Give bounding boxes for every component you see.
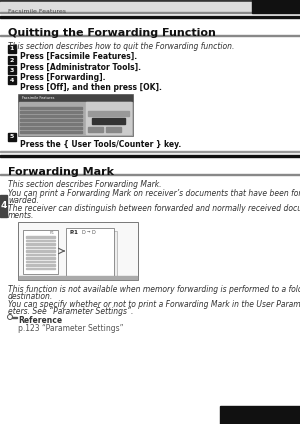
Bar (0, 2, 300, 12)
Bar (106, 127, 121, 132)
Text: Facsimile Features: Facsimile Features (22, 96, 55, 100)
Text: warded.: warded. (8, 196, 39, 205)
Bar (220, 406, 300, 424)
Bar (8, 66, 16, 74)
Text: This section describes how to quit the Forwarding function.: This section describes how to quit the F… (8, 42, 234, 51)
Bar (26, 268, 55, 269)
Bar (19, 95, 132, 102)
Bar (88, 127, 103, 132)
Text: 3: 3 (10, 67, 14, 73)
Text: 5: 5 (10, 134, 14, 139)
Bar (20, 114, 82, 117)
Bar (26, 236, 55, 237)
Bar (8, 133, 16, 141)
Text: Press [Forwarding].: Press [Forwarding]. (20, 73, 106, 82)
Text: P.1: P.1 (50, 231, 55, 235)
Bar (18, 222, 138, 280)
Bar (20, 118, 82, 121)
Bar (86, 102, 131, 134)
Text: 4: 4 (0, 201, 7, 210)
Text: Facsimile Features: Facsimile Features (8, 9, 66, 14)
Bar (0, 195, 7, 217)
Text: 1: 1 (10, 47, 14, 51)
Bar (69, 231, 117, 279)
Bar (0, 174, 300, 175)
Text: ...: ... (4, 418, 11, 424)
Text: 2: 2 (10, 58, 14, 62)
Bar (0, 16, 300, 18)
Text: You can print a Forwarding Mark on receiver’s documents that have been for-: You can print a Forwarding Mark on recei… (8, 189, 300, 198)
Text: ments.: ments. (8, 211, 34, 220)
Bar (19, 102, 132, 135)
Text: This function is not available when memory forwarding is performed to a folder: This function is not available when memo… (8, 285, 300, 294)
Bar (92, 118, 125, 124)
Bar (0, 151, 300, 152)
Text: The receiver can distinguish between forwarded and normally received docu-: The receiver can distinguish between for… (8, 204, 300, 213)
Bar (20, 111, 82, 113)
Text: D: D (82, 230, 86, 235)
Text: Press the { User Tools/Counter } key.: Press the { User Tools/Counter } key. (20, 140, 181, 149)
Text: Press [Facsimile Features].: Press [Facsimile Features]. (20, 52, 137, 61)
Bar (20, 106, 82, 109)
Bar (19, 276, 137, 279)
Bar (66, 228, 114, 276)
Bar (26, 240, 55, 241)
Bar (8, 76, 16, 84)
Bar (0, 35, 300, 36)
Bar (0, 12, 300, 13)
Text: This section describes Forwarding Mark.: This section describes Forwarding Mark. (8, 180, 161, 189)
Text: eters. See “Parameter Settings”.: eters. See “Parameter Settings”. (8, 307, 134, 316)
Bar (26, 250, 55, 251)
Text: You can specify whether or not to print a Forwarding Mark in the User Param-: You can specify whether or not to print … (8, 300, 300, 309)
Bar (252, 0, 300, 13)
Bar (26, 243, 55, 245)
Text: destination.: destination. (8, 292, 53, 301)
Bar (0, 155, 300, 157)
Text: Quitting the Forwarding Function: Quitting the Forwarding Function (8, 28, 216, 38)
Bar (26, 254, 55, 255)
Text: Press [Off], and then press [OK].: Press [Off], and then press [OK]. (20, 83, 162, 92)
Bar (26, 257, 55, 259)
Text: P.1: P.1 (70, 230, 79, 235)
Text: Reference: Reference (18, 316, 62, 325)
Bar (26, 264, 55, 265)
Text: D: D (92, 230, 96, 235)
Bar (20, 123, 82, 125)
Bar (0, 0, 300, 2)
Text: Press [Administrator Tools].: Press [Administrator Tools]. (20, 63, 141, 72)
Bar (18, 94, 133, 136)
Text: Forwarding Mark: Forwarding Mark (8, 167, 114, 177)
Text: →: → (87, 229, 91, 234)
Bar (23, 230, 58, 274)
Bar (26, 246, 55, 248)
Text: p.123 “Parameter Settings”: p.123 “Parameter Settings” (18, 324, 124, 333)
Bar (20, 126, 82, 129)
Bar (20, 131, 82, 133)
Text: 4: 4 (10, 78, 14, 83)
Bar (88, 111, 129, 116)
Bar (26, 260, 55, 262)
Bar (8, 56, 16, 64)
Bar (12, 317, 17, 318)
Bar (8, 45, 16, 53)
